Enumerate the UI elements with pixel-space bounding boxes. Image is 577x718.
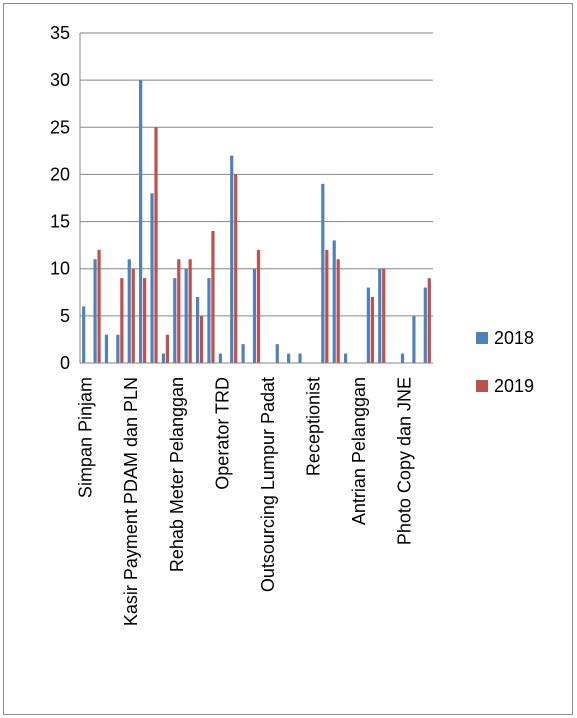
bar-2019 (188, 259, 192, 363)
gridlines (80, 32, 433, 317)
bar-2018 (139, 80, 143, 364)
y-tick-label: 35 (50, 23, 70, 43)
bar-2018 (298, 353, 302, 363)
bar-2019 (234, 174, 238, 363)
bar-2018 (343, 353, 348, 363)
bar-2018 (150, 193, 154, 363)
bar-2018 (195, 297, 200, 363)
bar-2018 (207, 278, 211, 363)
bar-2018 (366, 287, 370, 363)
bar-2018 (332, 240, 336, 363)
y-tick-label: 25 (50, 117, 70, 137)
bar-2018 (104, 334, 109, 363)
bar-2019 (97, 249, 101, 363)
x-category-label: Photo Copy dan JNE (395, 377, 415, 545)
bar-2018 (127, 259, 131, 363)
bar-2019 (165, 334, 170, 363)
legend-label-2018: 2018 (494, 328, 534, 348)
x-category-label: Antrian Pelanggan (349, 377, 369, 525)
bar-2019 (199, 315, 204, 363)
bar-2018 (230, 155, 234, 363)
x-category-label: Receptionist (303, 377, 323, 476)
bar-2019 (131, 268, 135, 363)
bar-2019 (370, 297, 374, 363)
legend-swatch-2019 (476, 380, 488, 392)
bar-2019 (143, 278, 147, 363)
legend-label-2019: 2019 (494, 376, 534, 396)
bar-2019 (120, 278, 124, 363)
bar-2018 (400, 353, 405, 363)
bar-2018 (378, 268, 382, 363)
y-tick-label: 10 (50, 259, 70, 279)
x-category-label: Rehab Meter Pelanggan (167, 377, 187, 572)
bar-2018 (241, 344, 245, 363)
chart-frame (3, 3, 573, 715)
x-category-label: Kasir Payment PDAM dan PLN (121, 377, 141, 626)
bar-2019 (177, 259, 181, 363)
bar-2018 (161, 353, 166, 363)
bar-2019 (154, 127, 158, 364)
x-category-label: Operator TRD (212, 377, 232, 490)
y-tick-label: 5 (60, 306, 70, 326)
bar-2018 (287, 353, 291, 363)
y-tick-label: 30 (50, 70, 70, 90)
axes (79, 33, 433, 364)
bar-2018 (173, 278, 177, 363)
bar-2018 (321, 183, 325, 363)
bar-2019 (256, 249, 261, 363)
bars (82, 80, 431, 364)
y-tick-label: 20 (50, 164, 70, 184)
bar-2019 (325, 249, 329, 363)
x-category-label: Outsourcing Lumpur Padat (258, 377, 278, 592)
y-axis-ticks: 0 5 10 15 20 25 30 35 (50, 23, 70, 373)
bar-2018 (275, 344, 279, 363)
y-tick-label: 15 (50, 212, 70, 232)
bar-2018 (116, 334, 120, 363)
y-tick-label: 0 (60, 353, 70, 373)
bar-2019 (336, 259, 340, 363)
bar-2018 (93, 259, 97, 363)
x-axis-labels: Simpan Pinjam Kasir Payment PDAM dan PLN R… (76, 377, 415, 626)
x-category-label: Simpan Pinjam (76, 377, 96, 498)
bar-2019 (382, 268, 386, 363)
bar-2018 (252, 268, 257, 363)
bar-2019 (211, 231, 215, 363)
bar-2019 (427, 278, 431, 363)
bar-2018 (82, 306, 86, 363)
legend: 2018 2019 (476, 328, 534, 396)
bar-2018 (218, 353, 222, 363)
bar-2018 (184, 268, 188, 363)
bar-2018 (423, 287, 427, 363)
bar-2018 (412, 315, 416, 363)
legend-swatch-2018 (476, 332, 488, 344)
